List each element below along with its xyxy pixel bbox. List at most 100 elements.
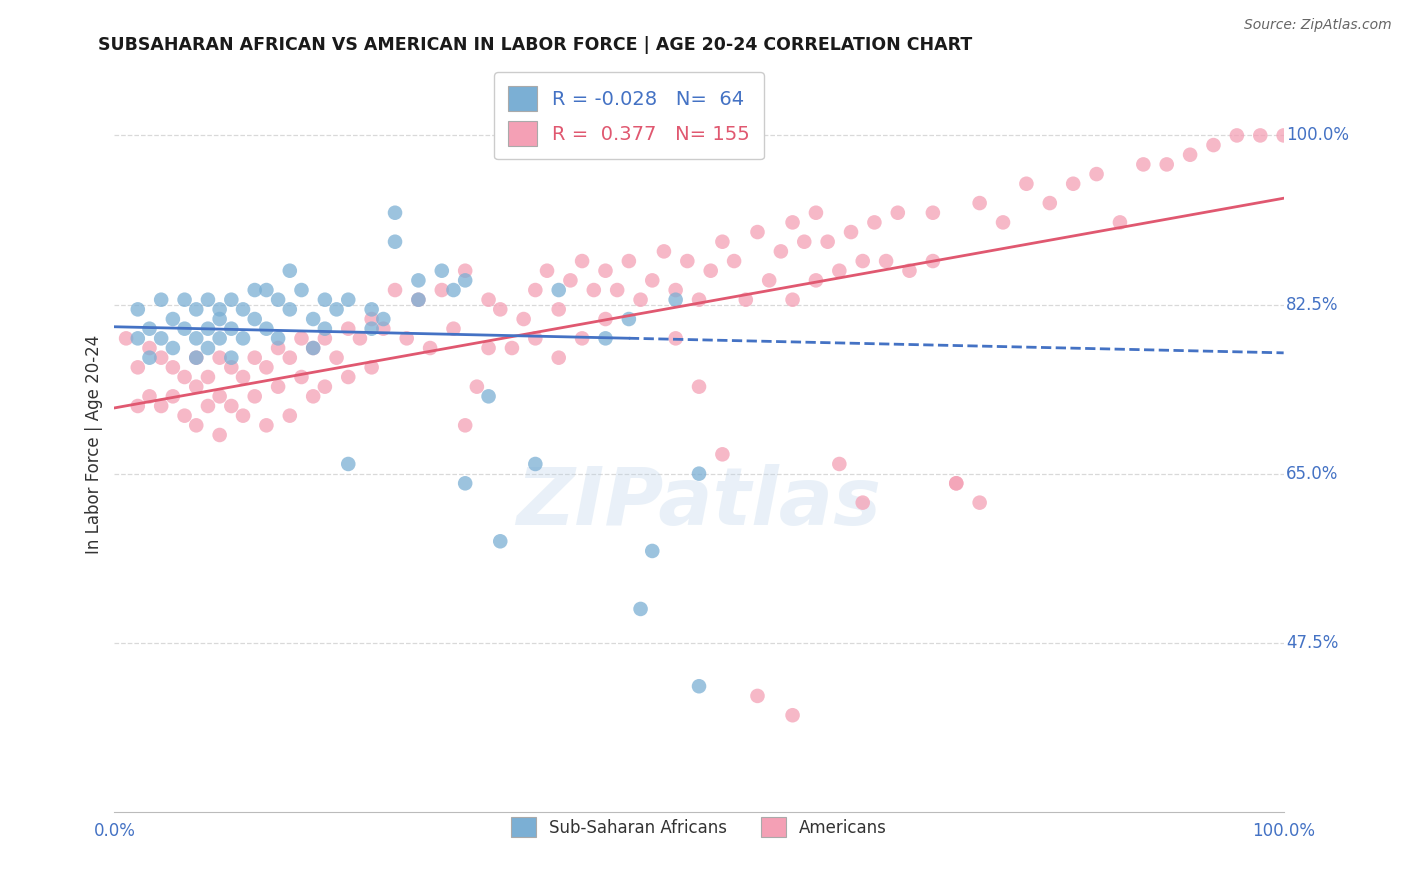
Point: [1156, 157, 1178, 171]
Point: [150, 331, 173, 345]
Point: [186, 351, 208, 365]
Point: [302, 389, 325, 403]
Point: [595, 331, 617, 345]
Point: [221, 293, 243, 307]
Point: [524, 331, 547, 345]
Point: [1062, 177, 1084, 191]
Point: [290, 370, 312, 384]
Point: [373, 312, 395, 326]
Legend: Sub-Saharan Africans, Americans: Sub-Saharan Africans, Americans: [505, 810, 894, 844]
Point: [302, 312, 325, 326]
Point: [384, 205, 406, 219]
Point: [443, 321, 465, 335]
Point: [477, 293, 499, 307]
Point: [606, 283, 628, 297]
Point: [186, 418, 208, 433]
Point: [232, 370, 254, 384]
Point: [512, 312, 534, 326]
Point: [127, 399, 149, 413]
Point: [127, 331, 149, 345]
Point: [747, 225, 769, 239]
Point: [641, 544, 664, 558]
Point: [665, 293, 688, 307]
Point: [1085, 167, 1108, 181]
Point: [186, 302, 208, 317]
Point: [454, 263, 477, 277]
Point: [254, 321, 277, 335]
Point: [208, 302, 231, 317]
Point: [547, 283, 569, 297]
Point: [173, 321, 195, 335]
Point: [945, 476, 967, 491]
Point: [921, 205, 943, 219]
Point: [547, 302, 569, 317]
Point: [477, 341, 499, 355]
Point: [408, 273, 430, 287]
Point: [186, 379, 208, 393]
Point: [360, 321, 382, 335]
Text: 65.0%: 65.0%: [1286, 465, 1339, 483]
Point: [595, 263, 617, 277]
Point: [221, 360, 243, 375]
Point: [782, 293, 804, 307]
Point: [395, 331, 418, 345]
Point: [162, 312, 184, 326]
Point: [419, 341, 441, 355]
Point: [571, 254, 593, 268]
Point: [617, 312, 640, 326]
Text: 100.0%: 100.0%: [1286, 127, 1348, 145]
Point: [571, 128, 593, 143]
Point: [314, 331, 336, 345]
Point: [278, 351, 301, 365]
Point: [232, 331, 254, 345]
Point: [150, 351, 173, 365]
Point: [314, 379, 336, 393]
Point: [290, 331, 312, 345]
Point: [887, 205, 910, 219]
Point: [769, 244, 792, 259]
Point: [630, 293, 652, 307]
Point: [208, 428, 231, 442]
Point: [349, 331, 371, 345]
Point: [302, 341, 325, 355]
Point: [138, 341, 160, 355]
Point: [150, 293, 173, 307]
Point: [969, 495, 991, 509]
Point: [536, 263, 558, 277]
Point: [1272, 128, 1295, 143]
Point: [267, 331, 290, 345]
Point: [254, 360, 277, 375]
Point: [991, 215, 1014, 229]
Point: [560, 273, 582, 287]
Point: [782, 215, 804, 229]
Point: [162, 360, 184, 375]
Point: [221, 351, 243, 365]
Point: [863, 215, 886, 229]
Point: [138, 351, 160, 365]
Point: [852, 254, 875, 268]
Point: [173, 370, 195, 384]
Point: [734, 293, 756, 307]
Point: [208, 312, 231, 326]
Point: [278, 409, 301, 423]
Point: [408, 293, 430, 307]
Point: [652, 244, 675, 259]
Point: [524, 283, 547, 297]
Point: [208, 331, 231, 345]
Point: [875, 254, 897, 268]
Point: [337, 457, 360, 471]
Point: [699, 263, 721, 277]
Point: [373, 321, 395, 335]
Point: [138, 321, 160, 335]
Point: [162, 389, 184, 403]
Text: ZIPatlas: ZIPatlas: [516, 465, 882, 542]
Point: [828, 457, 851, 471]
Point: [197, 370, 219, 384]
Point: [489, 302, 512, 317]
Text: 82.5%: 82.5%: [1286, 295, 1339, 313]
Point: [793, 235, 815, 249]
Point: [302, 341, 325, 355]
Point: [817, 235, 839, 249]
Point: [384, 283, 406, 297]
Point: [430, 263, 453, 277]
